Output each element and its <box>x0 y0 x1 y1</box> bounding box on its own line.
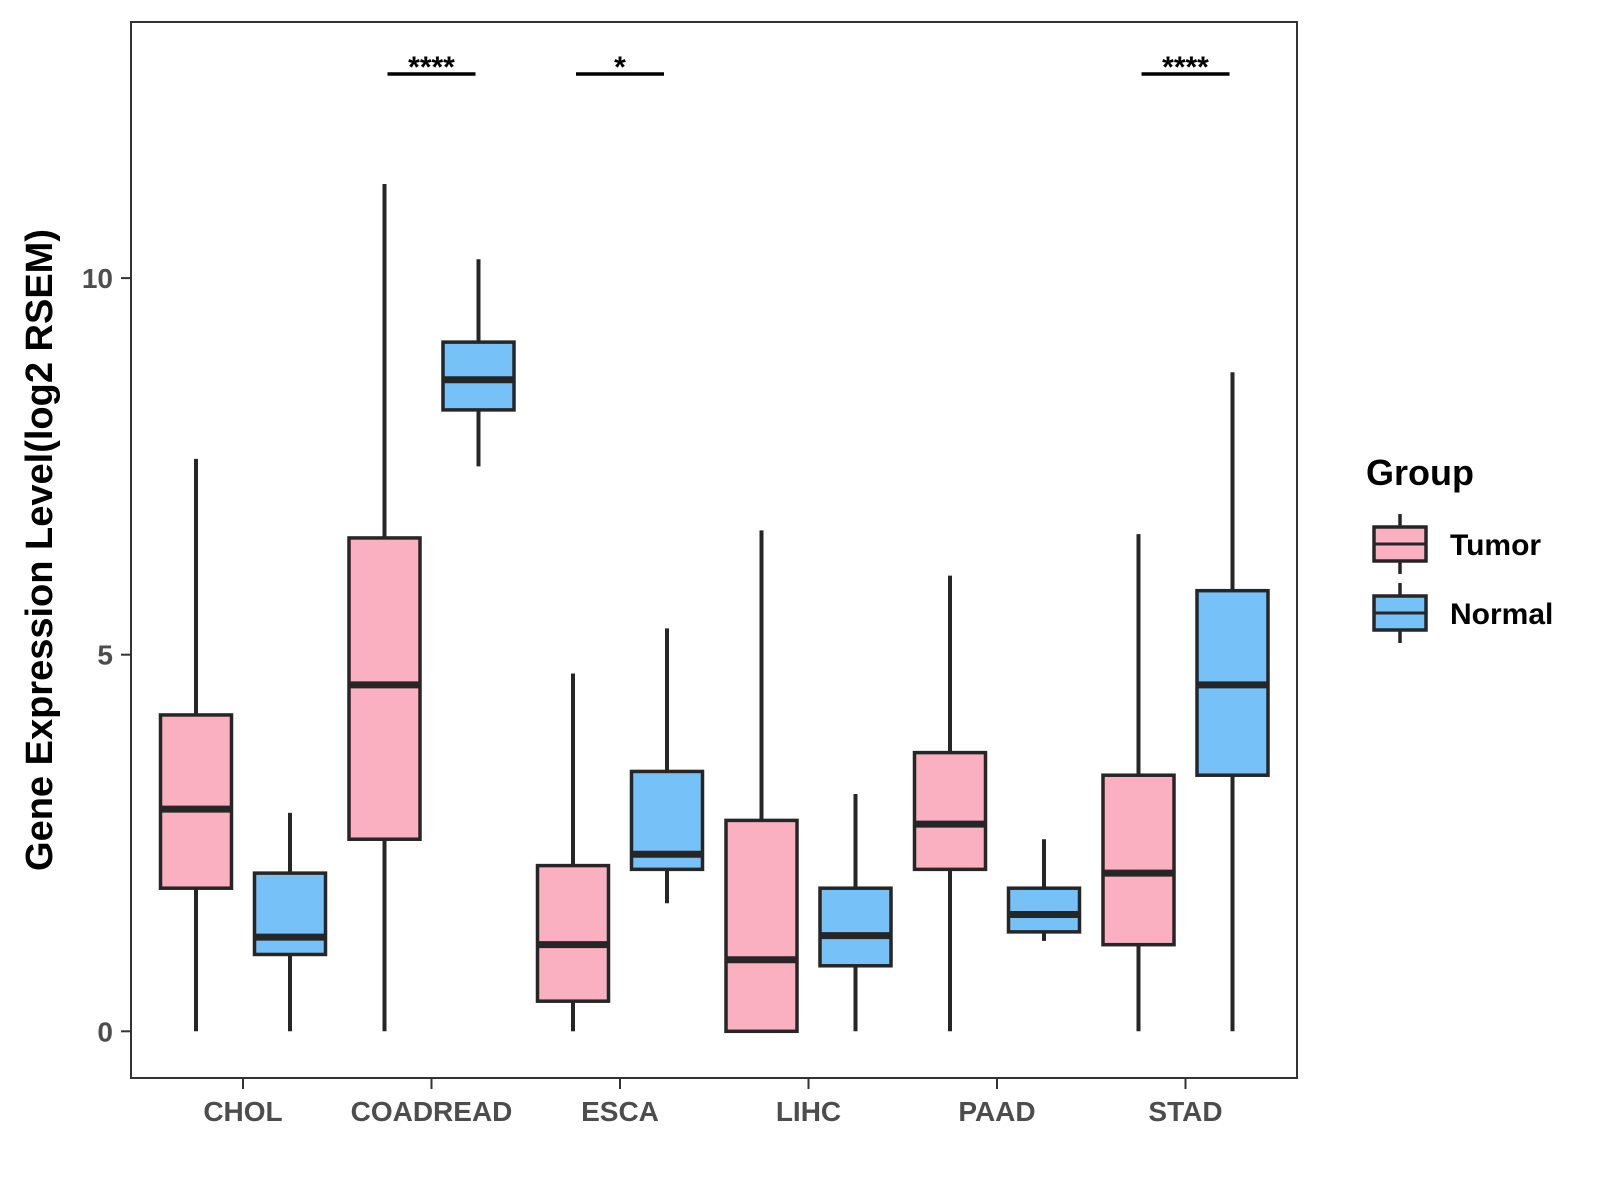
x-tick-label: ESCA <box>581 1096 659 1127</box>
box-tumor-coadread <box>347 183 422 1032</box>
box-iqr <box>724 818 799 1034</box>
box-iqr <box>347 536 422 841</box>
box-normal-lihc <box>818 794 893 1032</box>
y-tick-label: 10 <box>82 263 113 294</box>
significance-label: **** <box>1162 51 1209 84</box>
x-tick-label: COADREAD <box>351 1096 513 1127</box>
box-iqr <box>535 863 611 1003</box>
box-tumor-chol <box>158 458 234 1032</box>
x-tick-label: PAAD <box>958 1096 1035 1127</box>
box-iqr <box>818 886 893 968</box>
y-tick-label: 0 <box>97 1016 113 1047</box>
box-iqr <box>1101 773 1176 947</box>
legend-label: Tumor <box>1450 529 1541 562</box>
y-axis-title: Gene Expression Level(log2 RSEM) <box>19 229 61 871</box>
legend-label: Normal <box>1450 598 1553 631</box>
x-tick-label: LIHC <box>776 1096 841 1127</box>
legend-item-normal: Normal <box>1372 583 1553 643</box>
plot-panel-border <box>130 21 1298 1079</box>
box-iqr <box>158 713 234 890</box>
box-normal-stad <box>1195 372 1270 1032</box>
box-tumor-lihc <box>724 530 799 1034</box>
significance-coadread: **** <box>387 51 476 84</box>
legend-title: Group <box>1366 452 1474 493</box>
box-iqr <box>912 750 988 872</box>
box-iqr <box>441 340 516 412</box>
significance-stad: **** <box>1141 51 1230 84</box>
significance-esca: * <box>576 51 664 84</box>
box-iqr <box>1006 886 1082 934</box>
box-normal-esca <box>629 628 705 904</box>
box-iqr <box>252 871 328 957</box>
axes: 0 5 10 CHOL COADREAD ESCA LIHC PAAD STAD <box>82 263 1223 1127</box>
x-tick-label: CHOL <box>203 1096 282 1127</box>
x-tick-label: STAD <box>1148 1096 1222 1127</box>
y-tick-label: 5 <box>97 640 113 671</box>
box-tumor-stad <box>1101 534 1176 1032</box>
box-normal-chol <box>252 812 328 1032</box>
box-tumor-paad <box>912 575 988 1032</box>
significance-label: **** <box>408 51 455 84</box>
box-normal-paad <box>1006 839 1082 941</box>
legend-item-tumor: Tumor <box>1372 514 1541 574</box>
significance-label: * <box>614 51 626 84</box>
plot-area: **** * **** <box>158 51 1270 1034</box>
box-tumor-esca <box>535 673 611 1032</box>
legend: Group Tumor Normal <box>1366 452 1553 643</box>
box-normal-coadread <box>441 259 516 467</box>
